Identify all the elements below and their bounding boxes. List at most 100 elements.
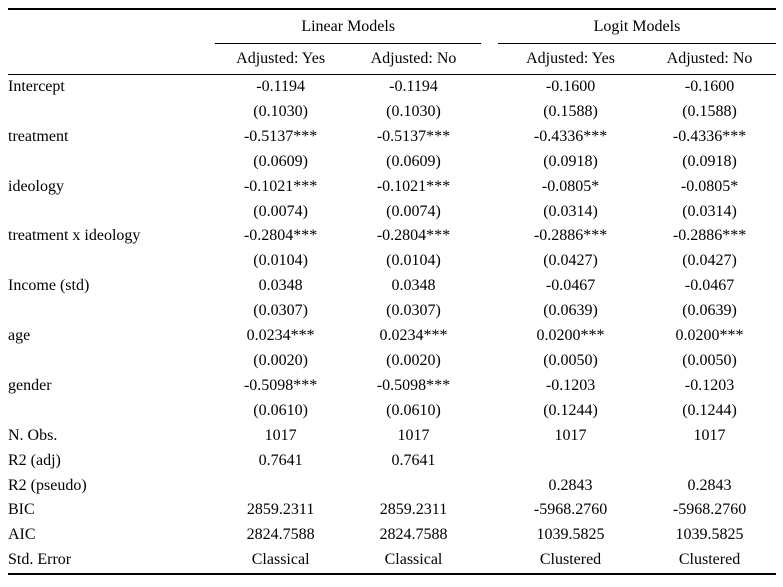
cell-value: 2859.2311 (379, 501, 448, 519)
cell-value: -0.5137*** (243, 127, 318, 145)
cell-value: 1017 (397, 426, 430, 444)
row-label (8, 399, 215, 424)
regression-table: Linear Models Logit Models Adjusted: Yes… (8, 8, 776, 576)
column-header-spacer (8, 44, 216, 75)
cell-value: -0.0805* (680, 177, 739, 195)
cell-value: -0.1021*** (376, 177, 451, 195)
cell-value: (0.0639) (543, 302, 598, 320)
column-gap (481, 100, 498, 125)
cell-value: -0.1194 (256, 78, 305, 95)
cell-value: 0.0234*** (246, 327, 315, 345)
column-gap (481, 200, 498, 225)
cell-value: -5968.2760 (672, 501, 747, 519)
column-header-row: Adjusted: Yes Adjusted: No Adjusted: Yes… (8, 44, 776, 75)
cell-value: -0.1600 (684, 78, 735, 95)
cell-value: 1039.5825 (675, 526, 744, 544)
cell-value: 0.2843 (687, 476, 732, 494)
table-row: age 0.0234*** 0.0234*** 0.0200*** 0.0200*** (8, 324, 776, 349)
column-header-logit-adjusted-yes: Adjusted: Yes (497, 44, 644, 75)
cell-value: -0.4336*** (672, 127, 747, 145)
column-gap (481, 150, 498, 175)
table-row: gender -0.5098*** -0.5098*** -0.1203 -0.1203 (8, 374, 776, 399)
cell-value: 0.7641 (258, 451, 303, 469)
cell-value: (0.0307) (386, 302, 441, 320)
cell-value: 0.2843 (548, 476, 593, 494)
cell-value (346, 474, 481, 499)
row-label: age (8, 327, 31, 345)
row-label (8, 349, 215, 374)
cell-value: -0.0805* (541, 177, 600, 195)
column-gap (481, 523, 498, 548)
cell-value: 0.7641 (391, 451, 436, 469)
cell-value: (0.0020) (386, 351, 441, 369)
cell-value: Clustered (678, 551, 741, 569)
cell-value: 1039.5825 (536, 526, 605, 544)
cell-value: -0.5137*** (376, 127, 451, 145)
cell-value: -0.1194 (389, 78, 438, 95)
cell-value: -0.0467 (545, 277, 596, 295)
row-label (8, 249, 215, 274)
cell-value: (0.0610) (386, 401, 441, 419)
table-row: N. Obs. 1017 1017 1017 1017 (8, 424, 776, 449)
table-row: Intercept -0.1194 -0.1194 -0.1600 -0.1600 (8, 75, 776, 100)
table-row: (0.0609) (0.0609) (0.0918) (0.0918) (8, 150, 776, 175)
cell-value: Clustered (539, 551, 602, 569)
cell-value: (0.0050) (682, 351, 737, 369)
cell-value: (0.0020) (253, 351, 308, 369)
row-label: gender (8, 376, 52, 394)
row-label: treatment x ideology (8, 227, 141, 245)
cell-value (643, 449, 776, 474)
cell-value: -0.4336*** (533, 127, 608, 145)
row-label: Income (std) (8, 277, 90, 295)
column-gap (481, 548, 498, 573)
cell-value: (0.0104) (253, 252, 308, 270)
cell-value: -0.2886*** (672, 227, 747, 245)
table-row: (0.0610) (0.0610) (0.1244) (0.1244) (8, 399, 776, 424)
row-label: Std. Error (8, 551, 72, 569)
table-row: Std. Error Classical Classical Clustered Clu… (8, 548, 776, 573)
cell-value: 2824.7588 (379, 526, 448, 544)
cell-value: Classical (251, 551, 310, 569)
cell-value: 2859.2311 (246, 501, 315, 519)
group-header-logit-models: Logit Models (497, 10, 776, 44)
cell-value: 1017 (554, 426, 587, 444)
row-label (8, 150, 215, 175)
cell-value: -0.2804*** (243, 227, 318, 245)
cell-value: (0.0104) (386, 252, 441, 270)
table-row: (0.0074) (0.0074) (0.0314) (0.0314) (8, 200, 776, 225)
row-label: R2 (adj) (8, 451, 61, 469)
cell-value: (0.0609) (386, 152, 441, 170)
group-gap (481, 10, 498, 44)
cell-value: -0.5098*** (243, 376, 318, 394)
cell-value: -0.1021*** (243, 177, 318, 195)
group-header-row: Linear Models Logit Models (8, 10, 776, 44)
cell-value: -0.1203 (684, 376, 735, 394)
column-gap (481, 274, 498, 299)
cell-value: (0.0609) (253, 152, 308, 170)
column-gap (481, 224, 498, 249)
table-row: (0.0104) (0.0104) (0.0427) (0.0427) (8, 249, 776, 274)
column-header-logit-adjusted-no: Adjusted: No (643, 44, 776, 75)
row-label: Intercept (8, 78, 65, 95)
cell-value: 2824.7588 (246, 526, 315, 544)
column-gap (481, 498, 498, 523)
cell-value: (0.0314) (682, 202, 737, 220)
table-row: (0.1030) (0.1030) (0.1588) (0.1588) (8, 100, 776, 125)
cell-value: -0.2804*** (376, 227, 451, 245)
row-label (8, 100, 215, 125)
column-gap (481, 299, 498, 324)
row-label (8, 299, 215, 324)
table-row: ideology -0.1021*** -0.1021*** -0.0805* -0.0… (8, 175, 776, 200)
cell-value: (0.0918) (543, 152, 598, 170)
row-label: ideology (8, 177, 64, 195)
table-row: R2 (pseudo) 0.2843 0.2843 (8, 474, 776, 499)
cell-value: (0.0074) (253, 202, 308, 220)
table-row: R2 (adj) 0.7641 0.7641 (8, 449, 776, 474)
cell-value: 1017 (693, 426, 726, 444)
cell-value: (0.0314) (543, 202, 598, 220)
cell-value (215, 474, 346, 499)
cell-value: (0.0050) (543, 351, 598, 369)
table-row: Income (std) 0.0348 0.0348 -0.0467 -0.0467 (8, 274, 776, 299)
cell-value: -0.5098*** (376, 376, 451, 394)
table-row: AIC 2824.7588 2824.7588 1039.5825 1039.5825 (8, 523, 776, 548)
